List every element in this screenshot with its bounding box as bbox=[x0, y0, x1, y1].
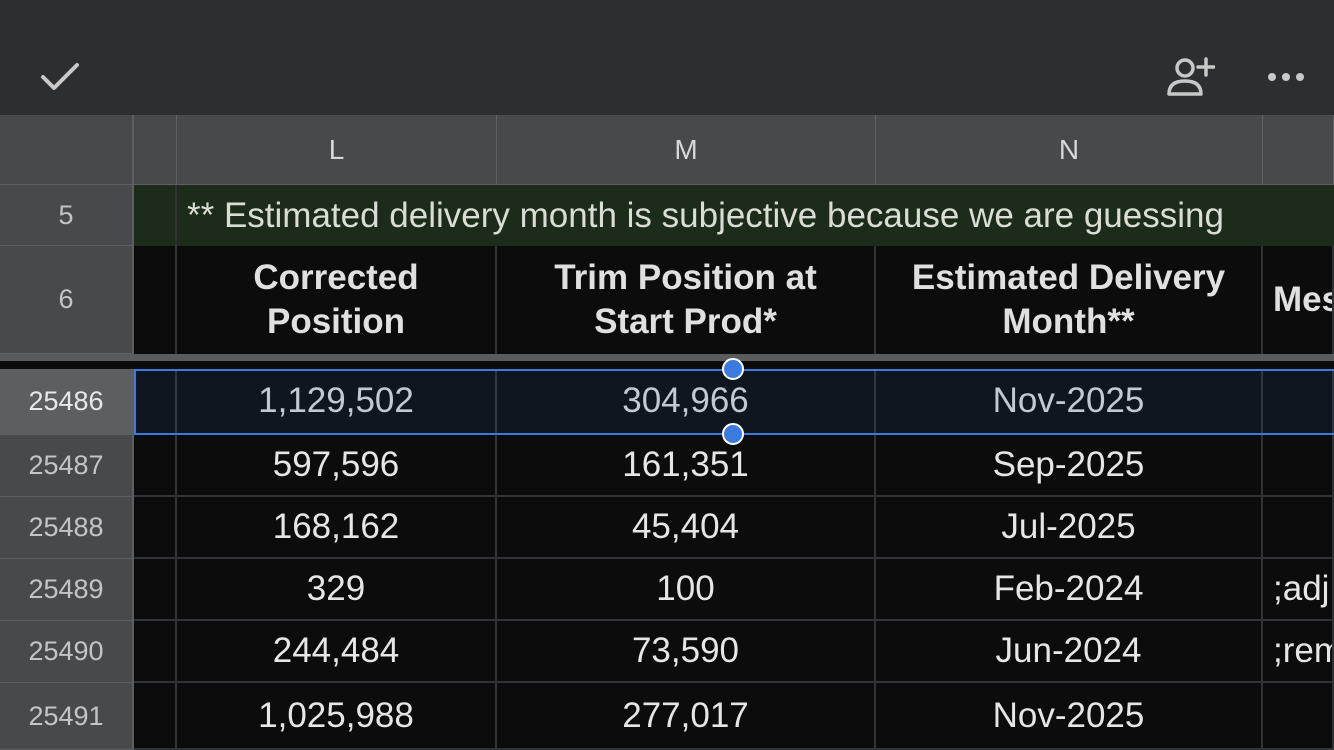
table-cell-o[interactable]: ;adj bbox=[1263, 559, 1334, 621]
row-number[interactable]: 6 bbox=[0, 246, 134, 354]
more-horizontal-icon bbox=[1268, 73, 1304, 81]
table-cell-l[interactable]: 1,025,988 bbox=[177, 683, 497, 750]
table-cell-l[interactable]: 244,484 bbox=[177, 621, 497, 683]
row-number[interactable]: 25490 bbox=[0, 621, 134, 683]
table-cell-m[interactable]: 277,017 bbox=[497, 683, 876, 750]
table-cell-l[interactable]: 329 bbox=[177, 559, 497, 621]
header-partial-o[interactable]: Mes bbox=[1263, 246, 1334, 354]
column-header-hidden[interactable] bbox=[134, 115, 177, 185]
gutter-cell[interactable] bbox=[134, 435, 177, 497]
table-cell-m[interactable]: 304,966 bbox=[497, 369, 876, 435]
table-cell-l[interactable]: 1,129,502 bbox=[177, 369, 497, 435]
column-header-o[interactable] bbox=[1263, 115, 1334, 185]
row-number[interactable]: 25489 bbox=[0, 559, 134, 621]
more-options-button[interactable] bbox=[1258, 52, 1314, 102]
table-cell-o[interactable] bbox=[1263, 497, 1334, 559]
table-cell-l[interactable]: 597,596 bbox=[177, 435, 497, 497]
check-icon bbox=[41, 63, 79, 90]
table-cell-n[interactable]: Feb-2024 bbox=[876, 559, 1263, 621]
done-button[interactable] bbox=[30, 52, 90, 102]
gutter-cell[interactable] bbox=[134, 559, 177, 621]
column-header-m[interactable]: M bbox=[497, 115, 876, 185]
note-cell[interactable]: ** Estimated delivery month is subjectiv… bbox=[177, 185, 1334, 246]
header-gutter-cell[interactable] bbox=[134, 246, 177, 354]
top-toolbar bbox=[0, 0, 1334, 115]
table-cell-m[interactable]: 161,351 bbox=[497, 435, 876, 497]
header-corrected-position[interactable]: Corrected Position bbox=[177, 246, 497, 354]
selection-handle-top[interactable] bbox=[722, 358, 744, 380]
row-number[interactable]: 25491 bbox=[0, 683, 134, 750]
row-number[interactable]: 25488 bbox=[0, 497, 134, 559]
table-cell-n[interactable]: Sep-2025 bbox=[876, 435, 1263, 497]
table-cell-m[interactable]: 73,590 bbox=[497, 621, 876, 683]
row-number[interactable]: 5 bbox=[0, 185, 134, 246]
corner-cell[interactable] bbox=[0, 115, 134, 185]
row-number[interactable]: 25487 bbox=[0, 435, 134, 497]
table-cell-n[interactable]: Jun-2024 bbox=[876, 621, 1263, 683]
gutter-cell[interactable] bbox=[134, 683, 177, 750]
table-cell-o[interactable]: ;rem bbox=[1263, 621, 1334, 683]
table-cell-l[interactable]: 168,162 bbox=[177, 497, 497, 559]
row-number[interactable]: 25486 bbox=[0, 369, 134, 435]
share-button[interactable] bbox=[1160, 52, 1220, 102]
table-cell-n[interactable]: Nov-2025 bbox=[876, 683, 1263, 750]
table-cell-o[interactable] bbox=[1263, 683, 1334, 750]
table-cell-o[interactable] bbox=[1263, 369, 1334, 435]
table-cell-m[interactable]: 100 bbox=[497, 559, 876, 621]
note-gutter-cell[interactable] bbox=[134, 185, 177, 246]
table-cell-n[interactable]: Nov-2025 bbox=[876, 369, 1263, 435]
column-header-l[interactable]: L bbox=[177, 115, 497, 185]
table-cell-o[interactable] bbox=[1263, 435, 1334, 497]
selection-handle-bottom[interactable] bbox=[722, 423, 744, 445]
gutter-cell[interactable] bbox=[134, 621, 177, 683]
frozen-rows-divider[interactable] bbox=[0, 354, 1334, 361]
header-trim-position[interactable]: Trim Position at Start Prod* bbox=[497, 246, 876, 354]
gutter-cell[interactable] bbox=[134, 369, 177, 435]
table-cell-m[interactable]: 45,404 bbox=[497, 497, 876, 559]
header-estimated-delivery[interactable]: Estimated Delivery Month** bbox=[876, 246, 1263, 354]
add-person-icon bbox=[1167, 57, 1215, 96]
table-cell-n[interactable]: Jul-2025 bbox=[876, 497, 1263, 559]
column-header-n[interactable]: N bbox=[876, 115, 1263, 185]
gutter-cell[interactable] bbox=[134, 497, 177, 559]
